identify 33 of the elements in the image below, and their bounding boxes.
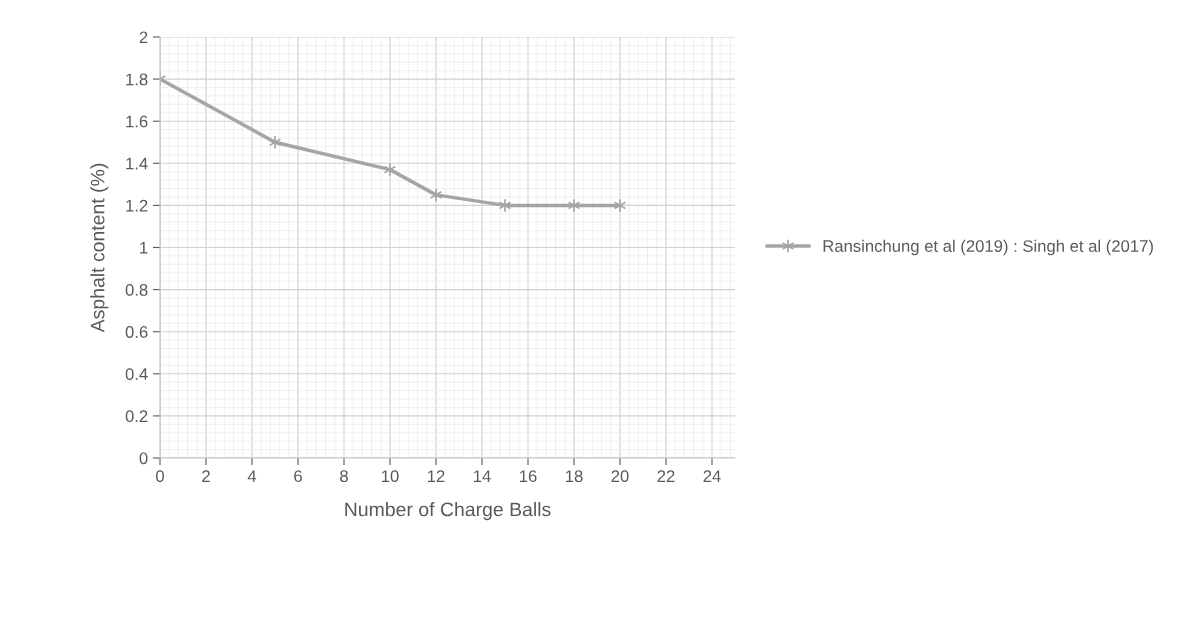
y-tick-label: 2 [139, 31, 148, 44]
y-tick-label: 1.4 [126, 157, 148, 170]
x-axis-title: Number of Charge Balls [345, 502, 551, 521]
x-tick-label: 4 [247, 470, 257, 482]
x-tick-label: 24 [703, 470, 721, 482]
point [268, 135, 282, 150]
point [613, 198, 627, 213]
x-tick-label: 14 [474, 470, 491, 482]
x-tick-label: 2 [202, 470, 210, 482]
y-tick-label: 0.8 [125, 284, 148, 296]
y-tick-label: 0.4 [125, 368, 148, 380]
y-axis-title: Asphalt content (%) [90, 163, 109, 333]
y-tick-label: 0.6 [125, 326, 148, 338]
y-tick-label: 0.2 [125, 410, 148, 423]
x-tick-label: 12 [428, 470, 445, 482]
y-tick-label: 0 [139, 452, 148, 465]
x-tick-label: 8 [340, 470, 348, 483]
x-tick-label: 20 [611, 470, 629, 483]
y-tick-label: 1.6 [126, 115, 148, 128]
x-tick-label: 0 [156, 470, 164, 483]
point [498, 198, 512, 213]
x-tick-label: 18 [566, 470, 583, 483]
x-tick-label: 22 [657, 470, 675, 482]
point [567, 198, 581, 213]
y-tick-label: 1.2 [126, 199, 148, 212]
x-tick-label: 16 [520, 470, 537, 483]
point [383, 162, 397, 177]
legend-label: Ransinchung et al (2019) : Singh et al (2017) [823, 239, 1153, 256]
x-tick-label: 10 [382, 470, 399, 483]
y-tick-label: 1 [140, 242, 148, 254]
point [429, 187, 443, 202]
x-tick-label: 6 [294, 470, 302, 483]
y-tick-label: 1.8 [126, 73, 148, 86]
